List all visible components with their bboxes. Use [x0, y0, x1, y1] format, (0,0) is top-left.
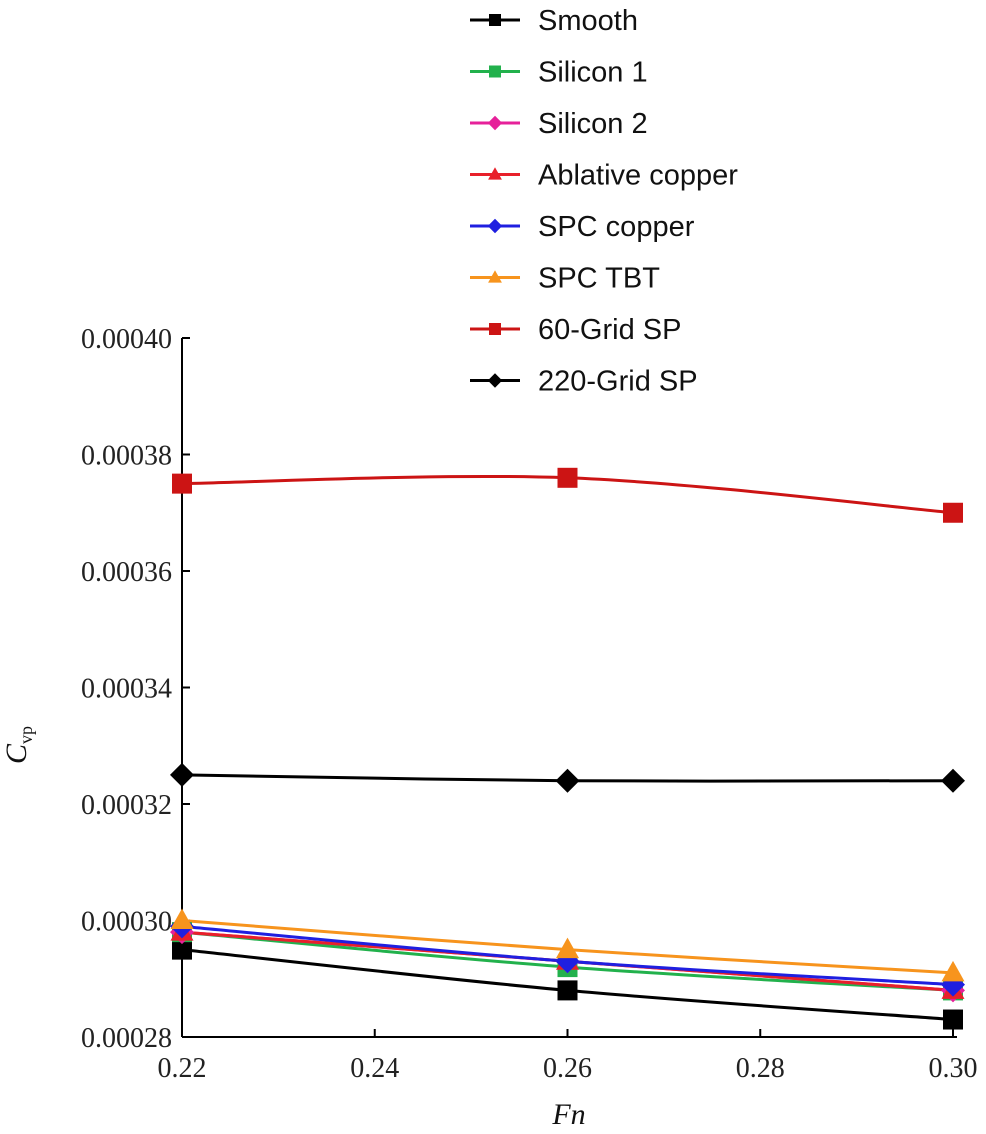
legend-marker [488, 167, 502, 180]
legend-label: Silicon 2 [538, 108, 648, 140]
legend-item-spc-copper: SPC copper [470, 211, 695, 243]
y-tick-label: 0.00040 [81, 324, 172, 355]
series-markers [170, 467, 965, 1030]
data-point-smooth [172, 939, 192, 960]
legend-item-smooth: Smooth [470, 5, 638, 37]
legend-item-ablative-copper: Ablative copper [470, 160, 738, 192]
data-point-spc-tbt [556, 937, 579, 959]
data-point-60-grid-sp [943, 502, 963, 523]
legend-marker [489, 65, 501, 78]
data-point-spc-tbt [170, 908, 194, 929]
y-tick-label: 0.00030 [81, 907, 172, 938]
legend-item-silicon-1: Silicon 1 [470, 57, 648, 89]
y-tick-label: 0.00038 [81, 441, 172, 472]
legend-label: Smooth [538, 5, 638, 37]
legend-marker [489, 323, 501, 335]
legend-item-silicon-2: Silicon 2 [470, 108, 648, 140]
data-point-220-grid-sp [555, 768, 580, 793]
legend-label: 220-Grid SP [538, 366, 698, 398]
legend-label: Silicon 1 [538, 57, 648, 89]
y-axis-title-main: C [0, 743, 33, 764]
data-point-220-grid-sp [941, 768, 965, 793]
data-point-spc-tbt [941, 960, 965, 982]
legend-item-60-grid-sp: 60-Grid SP [470, 314, 681, 346]
y-axis-title: Cvp [0, 726, 36, 764]
x-tick-label: 0.30 [929, 1053, 978, 1084]
axes: 0.00028 0.00030 0.00032 0.00034 0.00036 0.000… [81, 324, 978, 1084]
legend-label: Ablative copper [538, 160, 738, 192]
y-tick-label: 0.00034 [81, 674, 172, 705]
x-tick-label: 0.26 [543, 1053, 592, 1084]
legend-item-spc-tbt: SPC TBT [470, 263, 660, 295]
y-tick-label: 0.00036 [81, 557, 172, 588]
data-point-220-grid-sp [170, 762, 194, 787]
y-axis-title-sub: vp [16, 726, 36, 744]
legend-marker [488, 270, 502, 283]
svg-text:Cvp: Cvp [0, 726, 36, 764]
x-tick-label: 0.24 [350, 1053, 399, 1084]
y-tick-label: 0.00028 [81, 1023, 172, 1054]
data-point-smooth [943, 1009, 963, 1030]
legend-marker [487, 373, 503, 388]
legend-marker [487, 115, 503, 131]
legend: Smooth Silicon 1 Silicon 2 Ablative copper S… [470, 5, 738, 398]
data-point-60-grid-sp [557, 467, 578, 488]
data-point-60-grid-sp [172, 473, 192, 494]
y-tick-label: 0.00032 [81, 790, 172, 821]
legend-item-220-grid-sp: 220-Grid SP [470, 366, 698, 398]
x-tick-label: 0.28 [736, 1053, 785, 1084]
legend-marker [487, 218, 503, 234]
legend-label: 60-Grid SP [538, 314, 681, 346]
legend-label: SPC TBT [538, 263, 660, 295]
legend-marker [489, 14, 501, 26]
data-point-smooth [557, 980, 578, 1001]
x-tick-label: 0.22 [158, 1053, 207, 1084]
legend-label: SPC copper [538, 211, 695, 243]
x-axis-title: Fn [551, 1098, 585, 1131]
